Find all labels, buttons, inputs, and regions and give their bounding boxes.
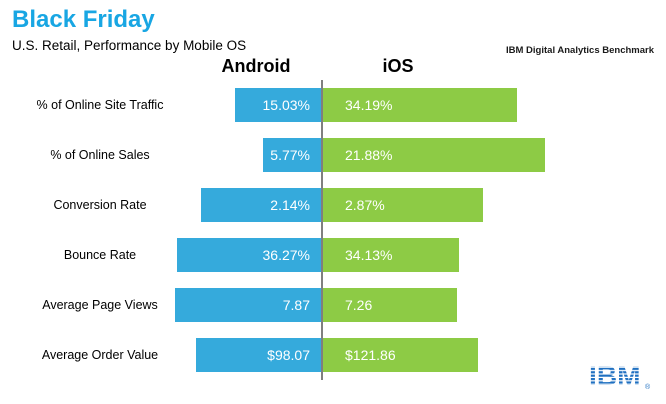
center-axis-line [321,80,323,380]
category-label: Conversion Rate [53,198,147,212]
android-bar: 15.03% [235,88,321,122]
ios-bar: 2.87% [323,188,483,222]
chart-row: % of Online Sales 5.77% 21.88% [0,138,666,172]
ibm-registered-mark: ® [645,383,651,391]
chart-row: Average Page Views 7.87 7.26 [0,288,666,322]
category-label: Average Order Value [41,348,159,362]
android-bar-value: 2.14% [270,197,310,213]
chart-row: Average Order Value $98.07 $121.86 [0,338,666,372]
category-label: Bounce Rate [63,248,137,262]
ios-bar-value: 2.87% [345,197,385,213]
ios-bar: 34.13% [323,238,459,272]
ios-bar-value: 7.26 [345,297,373,313]
ios-bar: $121.86 [323,338,478,372]
android-bar: 7.87 [175,288,321,322]
android-bar: 5.77% [263,138,321,172]
category-label: % of Online Sales [50,148,150,162]
android-bar: $98.07 [196,338,321,372]
chart-row: Conversion Rate 2.14% 2.87% [0,188,666,222]
ios-bar-value: 34.13% [345,247,393,263]
android-bar: 36.27% [177,238,321,272]
ios-bar: 7.26 [323,288,457,322]
benchmark-label: IBM Digital Analytics Benchmark [506,45,654,56]
ibm-logo: IBM ® [589,361,651,391]
ios-bar-value: 21.88% [345,147,393,163]
ios-column-header: iOS [382,56,414,76]
category-label: Average Page Views [42,298,158,312]
android-bar-value: 7.87 [282,297,310,313]
ios-bar: 34.19% [323,88,517,122]
ibm-logo-text: IBM [589,361,640,391]
chart-row: Bounce Rate 36.27% 34.13% [0,238,666,272]
category-label: % of Online Site Traffic [36,98,164,112]
ios-bar-value: $121.86 [345,347,396,363]
page-subtitle: U.S. Retail, Performance by Mobile OS [12,38,247,53]
android-bar-value: 36.27% [262,247,310,263]
chart-row: % of Online Site Traffic 15.03% 34.19% [0,88,666,122]
page-title: Black Friday [12,6,155,33]
ios-bar-value: 34.19% [345,97,393,113]
ios-bar: 21.88% [323,138,545,172]
android-bar: 2.14% [201,188,321,222]
android-bar-value: $98.07 [267,347,310,363]
android-bar-value: 15.03% [262,97,310,113]
android-column-header: Android [221,56,291,76]
android-bar-value: 5.77% [270,147,310,163]
